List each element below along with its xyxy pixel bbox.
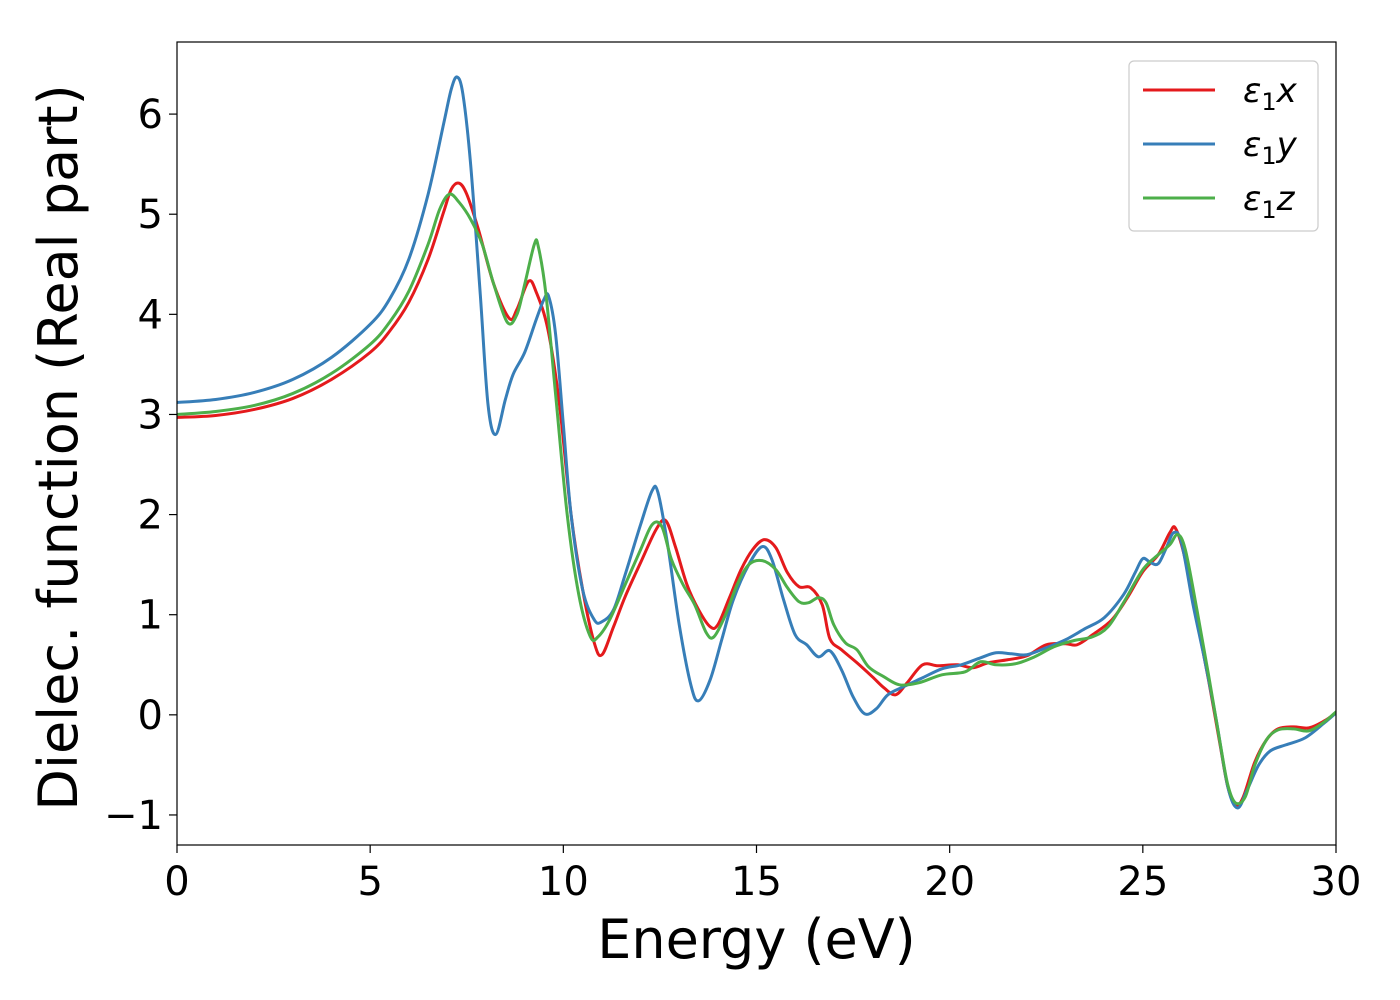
y-tick-label: −1 xyxy=(104,793,163,839)
x-axis-label: Energy (eV) xyxy=(597,908,916,971)
x-axis-ticks: 0 5 10 15 20 25 30 xyxy=(164,845,1361,905)
y-tick-label: 3 xyxy=(138,392,163,438)
series-line-z xyxy=(177,192,1336,806)
x-tick-label: 20 xyxy=(924,859,975,905)
x-tick-label: 5 xyxy=(357,859,382,905)
y-tick-label: 0 xyxy=(138,693,163,739)
series-line-y xyxy=(177,75,1336,810)
y-axis-ticks: −1 0 1 2 3 4 5 6 xyxy=(104,92,177,839)
legend-label-x: ε1x xyxy=(1243,71,1298,116)
y-tick-label: 4 xyxy=(138,292,163,338)
y-tick-label: 6 xyxy=(138,92,163,138)
y-tick-label: 5 xyxy=(138,192,163,238)
x-tick-label: 15 xyxy=(731,859,782,905)
y-tick-label: 2 xyxy=(138,493,163,539)
legend-label-y: ε1y xyxy=(1243,125,1298,170)
legend-label-z: ε1z xyxy=(1243,179,1296,224)
y-tick-label: 1 xyxy=(138,593,163,639)
y-axis-label: Dielec. function (Real part) xyxy=(27,84,90,810)
x-tick-label: 25 xyxy=(1117,859,1168,905)
x-tick-label: 30 xyxy=(1311,859,1362,905)
series-layer xyxy=(177,75,1336,810)
legend-box xyxy=(1128,60,1319,232)
x-tick-label: 0 xyxy=(164,859,189,905)
legend: ε1x ε1y ε1z xyxy=(1128,60,1319,232)
x-tick-label: 10 xyxy=(538,859,589,905)
